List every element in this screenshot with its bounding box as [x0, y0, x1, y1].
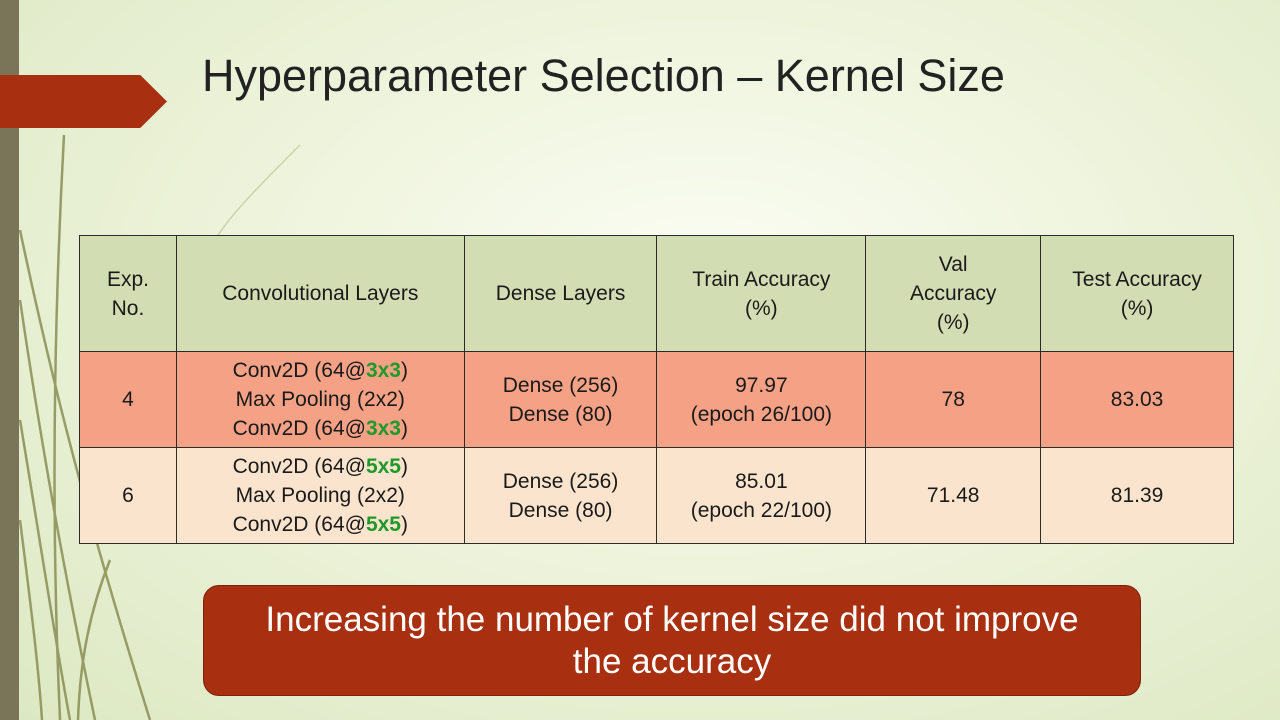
title-arrow-marker [0, 75, 167, 128]
table-header-row: Exp. No. Convolutional Layers Dense Laye… [79, 235, 1234, 352]
header-dense-layers: Dense Layers [463, 235, 658, 352]
left-accent-bar [0, 0, 19, 720]
table-row: 4 Conv2D (64@3x3) Max Pooling (2x2) Conv… [79, 351, 1234, 448]
cell-test-accuracy: 81.39 [1040, 447, 1234, 544]
cell-exp-no: 6 [79, 447, 177, 544]
conclusion-callout: Increasing the number of kernel size did… [203, 585, 1141, 696]
header-test-accuracy: Test Accuracy (%) [1040, 235, 1234, 352]
cell-train-accuracy: 85.01 (epoch 22/100) [656, 447, 867, 544]
cell-dense-layers: Dense (256) Dense (80) [463, 351, 658, 448]
cell-test-accuracy: 83.03 [1040, 351, 1234, 448]
cell-exp-no: 4 [79, 351, 177, 448]
cell-train-accuracy: 97.97 (epoch 26/100) [656, 351, 867, 448]
kernel-size-highlight: 3x3 [365, 417, 401, 440]
header-train-accuracy: Train Accuracy (%) [656, 235, 867, 352]
kernel-size-highlight: 3x3 [365, 359, 401, 382]
cell-val-accuracy: 71.48 [865, 447, 1042, 544]
results-table: Exp. No. Convolutional Layers Dense Laye… [79, 235, 1234, 544]
kernel-size-highlight: 5x5 [365, 455, 401, 478]
cell-dense-layers: Dense (256) Dense (80) [463, 447, 658, 544]
header-exp-no: Exp. No. [79, 235, 177, 352]
header-val-accuracy: Val Accuracy (%) [865, 235, 1042, 352]
table-row: 6 Conv2D (64@5x5) Max Pooling (2x2) Conv… [79, 447, 1234, 544]
cell-convolutional-layers: Conv2D (64@5x5) Max Pooling (2x2) Conv2D… [175, 447, 465, 544]
slide-title: Hyperparameter Selection – Kernel Size [202, 50, 1005, 101]
kernel-size-highlight: 5x5 [365, 513, 401, 536]
cell-val-accuracy: 78 [865, 351, 1042, 448]
header-convolutional-layers: Convolutional Layers [175, 235, 465, 352]
cell-convolutional-layers: Conv2D (64@3x3) Max Pooling (2x2) Conv2D… [175, 351, 465, 448]
